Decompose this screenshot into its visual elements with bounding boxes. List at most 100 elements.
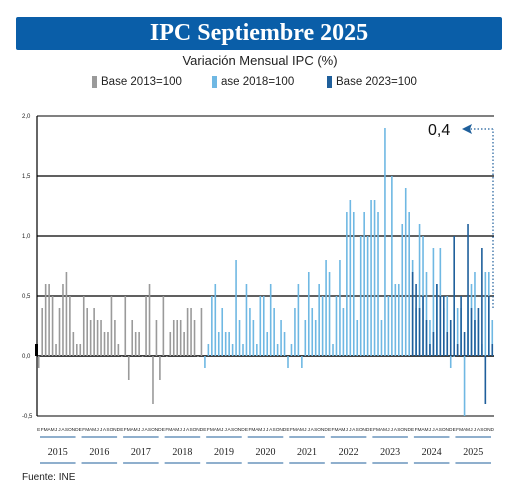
bar [183, 332, 185, 356]
annotation-label: 0,4 [428, 122, 450, 139]
month-tick-label: J [432, 427, 435, 433]
title-banner: IPC Septiembre 2025 [16, 17, 502, 50]
year-label: 2016 [89, 447, 109, 458]
bar [89, 320, 92, 356]
month-tick-label: M [168, 427, 172, 433]
month-tick-label: M [44, 427, 48, 433]
bar [484, 356, 487, 404]
month-tick-label: M [466, 427, 470, 433]
month-tick-label: E [328, 427, 331, 433]
bar [488, 296, 490, 356]
bar [484, 272, 487, 356]
y-tick-label: 2,0 [22, 114, 31, 120]
y-tick-label: 1,0 [22, 234, 31, 240]
month-tick-label: A [435, 427, 439, 433]
bar [190, 308, 192, 356]
month-tick-label: F [41, 427, 44, 433]
y-tick-label: 1,5 [22, 174, 31, 180]
source-footer: Fuente: INE [22, 472, 76, 483]
bar [242, 344, 244, 356]
bar [193, 320, 196, 356]
bar [463, 356, 466, 416]
month-tick-label: O [193, 427, 197, 433]
bar [391, 176, 393, 356]
bar [44, 284, 47, 356]
bar [103, 332, 106, 356]
bar [297, 284, 300, 356]
bar [138, 332, 140, 356]
bar [397, 284, 400, 356]
month-tick-label: F [373, 427, 376, 433]
bar [228, 332, 230, 356]
legend-item-base2023: Base 2023=100 [327, 76, 417, 88]
month-tick-label: A [269, 427, 273, 433]
bar [252, 320, 255, 356]
year-label: 2020 [256, 447, 276, 458]
bar [408, 212, 410, 356]
bar [370, 200, 372, 356]
month-tick-label: J [474, 427, 477, 433]
month-tick-label: O [317, 427, 321, 433]
bar [491, 344, 494, 356]
bar [200, 308, 203, 356]
bar [72, 332, 75, 356]
bar [76, 344, 78, 356]
month-tick-label: A [255, 427, 259, 433]
month-tick-label: M [418, 427, 422, 433]
bar [207, 344, 210, 356]
bar [259, 296, 262, 356]
month-tick-label: A [89, 427, 93, 433]
bar [179, 320, 182, 356]
bar [131, 320, 134, 356]
bar [283, 332, 286, 356]
bar [217, 332, 220, 356]
bar [231, 344, 234, 356]
month-tick-label: N [321, 427, 325, 433]
month-tick-label: J [58, 427, 61, 433]
bar [318, 284, 320, 356]
legend-item-base2018: ase 2018=100 [212, 76, 294, 88]
bar [169, 332, 172, 356]
month-tick-label: J [346, 427, 349, 433]
bar [280, 320, 282, 356]
bar [449, 356, 452, 368]
bar [58, 308, 61, 356]
bar [127, 356, 130, 380]
month-tick-label: S [480, 427, 483, 433]
legend-swatch-base2018 [212, 76, 217, 88]
bar [287, 356, 289, 368]
year-label: 2017 [131, 447, 151, 458]
bar [62, 284, 64, 356]
month-tick-label: J [138, 427, 141, 433]
month-tick-label: A [144, 427, 148, 433]
month-tick-label: J [183, 427, 186, 433]
month-tick-label: D [283, 427, 287, 433]
month-tick-label: A [394, 427, 398, 433]
month-tick-label: D [75, 427, 79, 433]
month-tick-label: S [106, 427, 109, 433]
bar [463, 332, 466, 356]
month-tick-label: J [470, 427, 473, 433]
year-label: 2021 [297, 447, 317, 458]
bar [446, 332, 449, 356]
bar [349, 200, 352, 356]
bar [304, 320, 307, 356]
month-tick-label: O [483, 427, 487, 433]
month-tick-label: S [439, 427, 442, 433]
year-label: 2024 [422, 447, 442, 458]
bar [204, 356, 206, 368]
month-tick-label: J [55, 427, 58, 433]
bar [342, 308, 345, 356]
month-tick-label: N [279, 427, 283, 433]
bar [301, 356, 303, 368]
month-tick-label: A [421, 427, 425, 433]
month-tick-label: A [311, 427, 315, 433]
bar [436, 284, 438, 356]
month-tick-label: S [273, 427, 276, 433]
bar [148, 284, 151, 356]
bar [366, 236, 369, 356]
month-tick-label: D [449, 427, 453, 433]
bar [314, 320, 317, 356]
month-tick-label: M [92, 427, 96, 433]
bar [262, 296, 265, 356]
